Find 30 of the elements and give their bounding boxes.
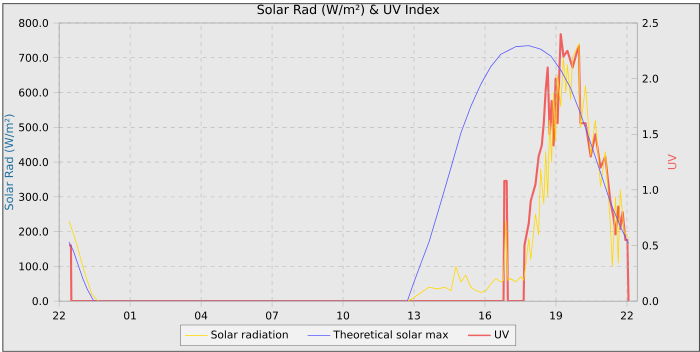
x-tick-label: 01 [124,311,136,320]
legend-label: Theoretical solar max [333,330,448,339]
y2-tick-label: 0.0 [642,297,658,306]
y-tick-label: 400.0 [18,158,48,166]
y-axis-title: Solar Rad (W/m²) [4,114,14,210]
x-tick-label: 07 [266,311,278,320]
x-tick-label: 22 [620,311,633,320]
y2-tick-label: 0.5 [642,241,658,250]
y-tick-label: 500.0 [19,123,48,132]
y2-tick-label: 2.5 [642,19,658,28]
x-tick-label: 19 [550,311,562,320]
y-tick-label: 100.0 [19,262,48,270]
y-tick-label: 300.0 [19,192,48,201]
y-tick-label: 200.0 [19,228,48,236]
legend-label: Solar radiation [211,330,288,339]
x-tick-label: 13 [408,311,420,320]
y2-tick-label: 2.0 [642,74,658,83]
y-tick-label: 600.0 [19,88,48,97]
y-tick-label: 700.0 [19,54,48,62]
y2-tick-label: 1.5 [643,130,658,138]
x-tick-label: 04 [195,311,208,320]
y2-axis-title: UV [668,154,676,170]
x-tick-label: 22 [53,311,65,320]
legend-label: UV [495,330,510,338]
y-tick-label: 800.0 [19,19,48,28]
x-tick-label: 16 [479,311,492,320]
y2-tick-label: 1.0 [643,186,658,194]
chart-title: Solar Rad (W/m²) & UV Index [258,4,440,16]
x-tick-label: 10 [337,311,350,320]
y-tick-label: 0.0 [32,297,48,306]
